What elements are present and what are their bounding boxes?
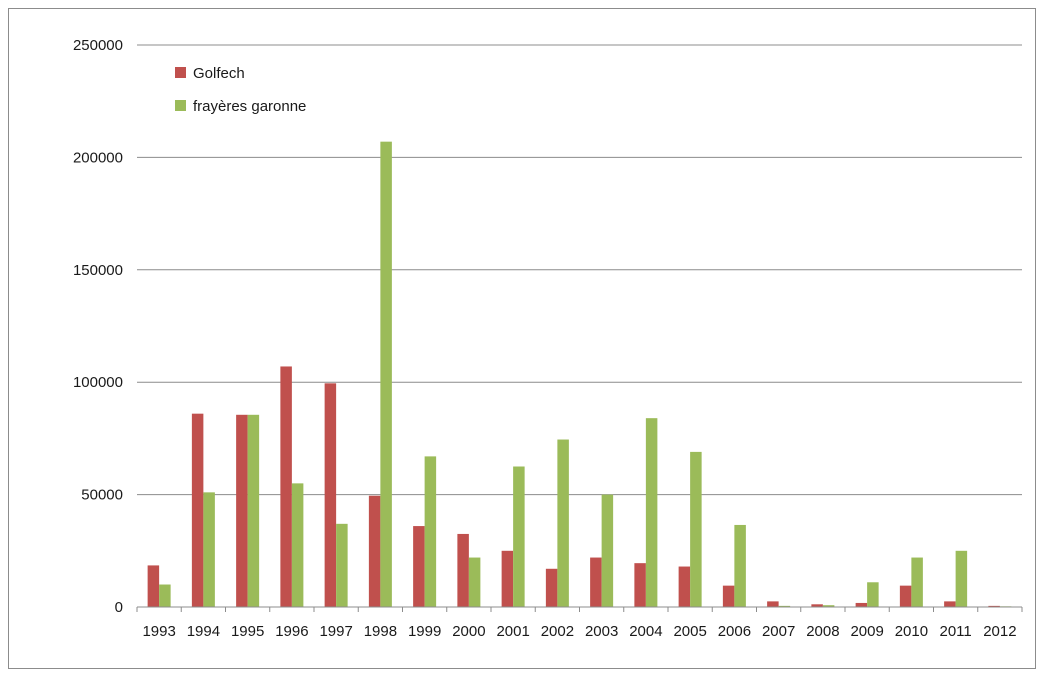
y-tick-label: 100000 bbox=[73, 374, 123, 391]
bar-frayeres-garonne bbox=[159, 584, 171, 607]
x-tick-label: 1998 bbox=[364, 623, 397, 640]
y-tick-label: 50000 bbox=[81, 487, 123, 504]
x-tick-label: 2000 bbox=[452, 623, 485, 640]
bar-frayeres-garonne bbox=[955, 550, 968, 607]
x-tick-label: 2012 bbox=[983, 623, 1016, 640]
x-tick-label: 2010 bbox=[895, 623, 928, 640]
x-tick-label: 2011 bbox=[939, 623, 971, 640]
bar-golfech bbox=[855, 602, 868, 607]
x-tick-label: 1995 bbox=[231, 623, 264, 640]
x-tick-label: 2004 bbox=[629, 623, 662, 640]
axes: 0 50000 100000 150000 200000 250000 1993 1994 19… bbox=[73, 37, 1023, 640]
x-tick-label: 2009 bbox=[850, 623, 883, 640]
x-tick-label: 2005 bbox=[673, 623, 706, 640]
bar-golfech bbox=[899, 585, 912, 607]
legend-swatch bbox=[175, 100, 186, 111]
bar-golfech bbox=[811, 604, 823, 607]
x-tick-label: 2006 bbox=[718, 623, 751, 640]
bar-frayeres-garonne bbox=[822, 605, 835, 607]
x-tick-label: 2002 bbox=[541, 623, 574, 640]
bar-frayeres-garonne bbox=[557, 439, 569, 607]
x-tick-label: 2007 bbox=[762, 623, 795, 640]
x-tick-label: 1999 bbox=[408, 623, 441, 640]
x-tick-label: 1994 bbox=[187, 623, 220, 640]
bar-golfech bbox=[545, 568, 558, 607]
bar-frayeres-garonne bbox=[336, 523, 348, 607]
bar-chart: 0 50000 100000 150000 200000 250000 1993 1994 19… bbox=[73, 37, 1023, 640]
bar-golfech bbox=[501, 550, 514, 607]
y-tick-label: 150000 bbox=[73, 262, 123, 279]
x-tick-label: 2001 bbox=[496, 623, 529, 640]
bar-frayeres-garonne bbox=[247, 414, 260, 607]
bar-golfech bbox=[147, 565, 160, 607]
y-tick-label: 0 bbox=[115, 599, 123, 616]
bar-frayeres-garonne bbox=[690, 451, 702, 607]
legend-label: frayères garonne bbox=[193, 98, 306, 115]
bar-golfech bbox=[678, 566, 691, 607]
y-tick-label: 200000 bbox=[73, 149, 123, 166]
bar-frayeres-garonne bbox=[380, 141, 392, 607]
bar-frayeres-garonne bbox=[734, 524, 746, 607]
bar-golfech bbox=[722, 585, 735, 607]
bar-golfech bbox=[368, 495, 381, 607]
bar-frayeres-garonne bbox=[778, 605, 791, 607]
chart-frame: 0 50000 100000 150000 200000 250000 1993 1994 19… bbox=[8, 8, 1036, 669]
bar-frayeres-garonne bbox=[867, 582, 879, 607]
bar-golfech bbox=[413, 526, 425, 607]
bar-golfech bbox=[191, 413, 204, 607]
bar-golfech bbox=[590, 557, 602, 607]
bar-golfech bbox=[944, 601, 956, 607]
bar-golfech bbox=[457, 533, 469, 607]
bar-golfech bbox=[324, 383, 337, 607]
bar-frayeres-garonne bbox=[645, 418, 658, 607]
bar-frayeres-garonne bbox=[468, 557, 481, 607]
bar-frayeres-garonne bbox=[601, 494, 614, 607]
bar-frayeres-garonne bbox=[291, 483, 304, 607]
legend-label: Golfech bbox=[193, 65, 245, 82]
bar-golfech bbox=[634, 563, 646, 607]
x-tick-label: 2003 bbox=[585, 623, 618, 640]
x-tick-label: 1993 bbox=[142, 623, 175, 640]
x-tick-label: 1996 bbox=[275, 623, 308, 640]
bar-frayeres-garonne bbox=[424, 456, 437, 607]
bar-frayeres-garonne bbox=[911, 557, 923, 607]
bar-frayeres-garonne bbox=[513, 466, 525, 607]
bar-golfech bbox=[236, 414, 248, 607]
bars bbox=[147, 141, 1012, 607]
bar-golfech bbox=[988, 605, 1000, 607]
bar-golfech bbox=[767, 601, 779, 607]
x-tick-label: 2008 bbox=[806, 623, 839, 640]
bar-frayeres-garonne bbox=[203, 492, 215, 607]
y-tick-label: 250000 bbox=[73, 37, 123, 54]
legend-swatch bbox=[175, 67, 186, 78]
bar-golfech bbox=[280, 366, 292, 607]
x-tick-label: 1997 bbox=[319, 623, 352, 640]
legend: Golfech frayères garonne bbox=[175, 65, 306, 115]
